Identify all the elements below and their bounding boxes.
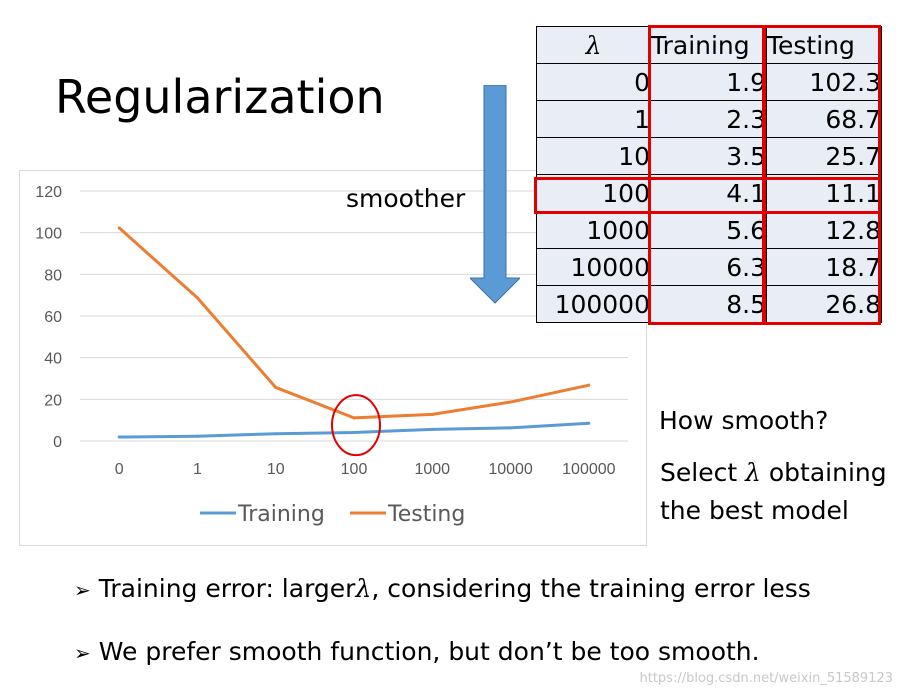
slide-title: Regularization (55, 70, 385, 124)
select-lambda-pre: Select (660, 458, 746, 487)
data-point (509, 400, 513, 404)
select-lambda-post: obtaining (760, 458, 887, 487)
table-row: 10000 6.3 18.7 (536, 248, 882, 286)
table-cell: 10 (536, 137, 651, 175)
table-cell: 1000 (536, 211, 651, 249)
data-point (274, 432, 278, 436)
bullet2-text: We prefer smooth function, but don’t be … (98, 637, 760, 666)
table-row: 0 1.9 102.3 (536, 63, 882, 101)
table-cell: 1 (536, 100, 651, 138)
table-cell: 3.5 (650, 137, 767, 175)
data-point (274, 385, 278, 389)
data-point (195, 434, 199, 438)
table-header-row: λ Training Testing (536, 26, 882, 64)
table-header-lambda: λ (536, 26, 651, 64)
table-cell: 11.1 (766, 174, 882, 212)
select-lambda-line2: the best model (660, 496, 849, 525)
data-point (430, 412, 434, 416)
bullet-smooth-function: ➢ We prefer smooth function, but don’t be… (74, 637, 760, 666)
legend-label: Training (237, 502, 325, 527)
select-lambda-note: Select λ obtaining the best model (660, 454, 900, 530)
bullet-training-error: ➢ Training error: largerλ, considering th… (74, 574, 811, 603)
table-cell: 1.9 (650, 63, 767, 101)
table-row: 100 4.1 11.1 (536, 174, 882, 212)
table-row: 10 3.5 25.7 (536, 137, 882, 175)
x-tick-label: 100 (341, 461, 368, 478)
y-tick-label: 120 (35, 184, 62, 201)
watermark: https://blog.csdn.net/weixin_51589123 (639, 671, 893, 686)
table-cell: 0 (536, 63, 651, 101)
table-cell: 100000 (536, 285, 651, 323)
x-tick-label: 100000 (562, 461, 615, 478)
table-cell: 68.7 (766, 100, 882, 138)
table-row: 100000 8.5 26.8 (536, 285, 882, 323)
table-cell: 12.8 (766, 211, 882, 249)
table-cell: 8.5 (650, 285, 767, 323)
table-cell: 10000 (536, 248, 651, 286)
lambda-error-table: λ Training Testing 0 1.9 102.3 1 2.3 68.… (536, 26, 882, 323)
table-cell: 100 (536, 174, 651, 212)
x-tick-label: 10 (267, 461, 285, 478)
y-tick-label: 80 (44, 267, 62, 284)
table-cell: 25.7 (766, 137, 882, 175)
y-tick-label: 60 (44, 309, 62, 326)
y-tick-label: 40 (44, 351, 62, 368)
x-tick-label: 1000 (414, 461, 450, 478)
best-lambda-highlight (331, 394, 381, 457)
table-header-testing: Testing (766, 26, 882, 64)
data-point (195, 296, 199, 300)
table-cell: 2.3 (650, 100, 767, 138)
table-cell: 18.7 (766, 248, 882, 286)
y-tick-label: 0 (53, 434, 62, 451)
data-point (352, 430, 356, 434)
table-cell: 4.1 (650, 174, 767, 212)
data-point (117, 435, 121, 439)
legend-label: Testing (387, 502, 465, 527)
data-point (430, 427, 434, 431)
bullet-arrow-icon: ➢ (74, 578, 91, 602)
lambda-symbol: λ (355, 574, 372, 603)
table-row: 1 2.3 68.7 (536, 100, 882, 138)
down-arrow-icon (470, 85, 520, 304)
data-point (352, 416, 356, 420)
table-cell: 102.3 (766, 63, 882, 101)
table-cell: 5.6 (650, 211, 767, 249)
data-point (587, 383, 591, 387)
how-smooth-question: How smooth? (659, 406, 829, 435)
x-tick-label: 1 (193, 461, 202, 478)
data-point (509, 426, 513, 430)
bullet1-pre: Training error: larger (98, 574, 356, 603)
series-line (119, 421, 589, 439)
bullet1-post: , considering the training error less (371, 574, 811, 603)
data-point (587, 421, 591, 425)
x-tick-label: 10000 (488, 461, 533, 478)
table-row: 1000 5.6 12.8 (536, 211, 882, 249)
lambda-symbol: λ (745, 458, 761, 487)
arrow-label: smoother (346, 184, 466, 213)
y-tick-label: 20 (44, 392, 62, 409)
data-point (117, 226, 121, 230)
y-tick-label: 100 (35, 226, 62, 243)
table-cell: 6.3 (650, 248, 767, 286)
chart-svg: 0 20 40 60 80 100 120 0 1 10 100 1000 10000 100000 Tra… (35, 184, 628, 527)
table-cell: 26.8 (766, 285, 882, 323)
x-tick-label: 0 (115, 461, 124, 478)
table-header-training: Training (650, 26, 767, 64)
bullet-arrow-icon: ➢ (74, 641, 91, 665)
